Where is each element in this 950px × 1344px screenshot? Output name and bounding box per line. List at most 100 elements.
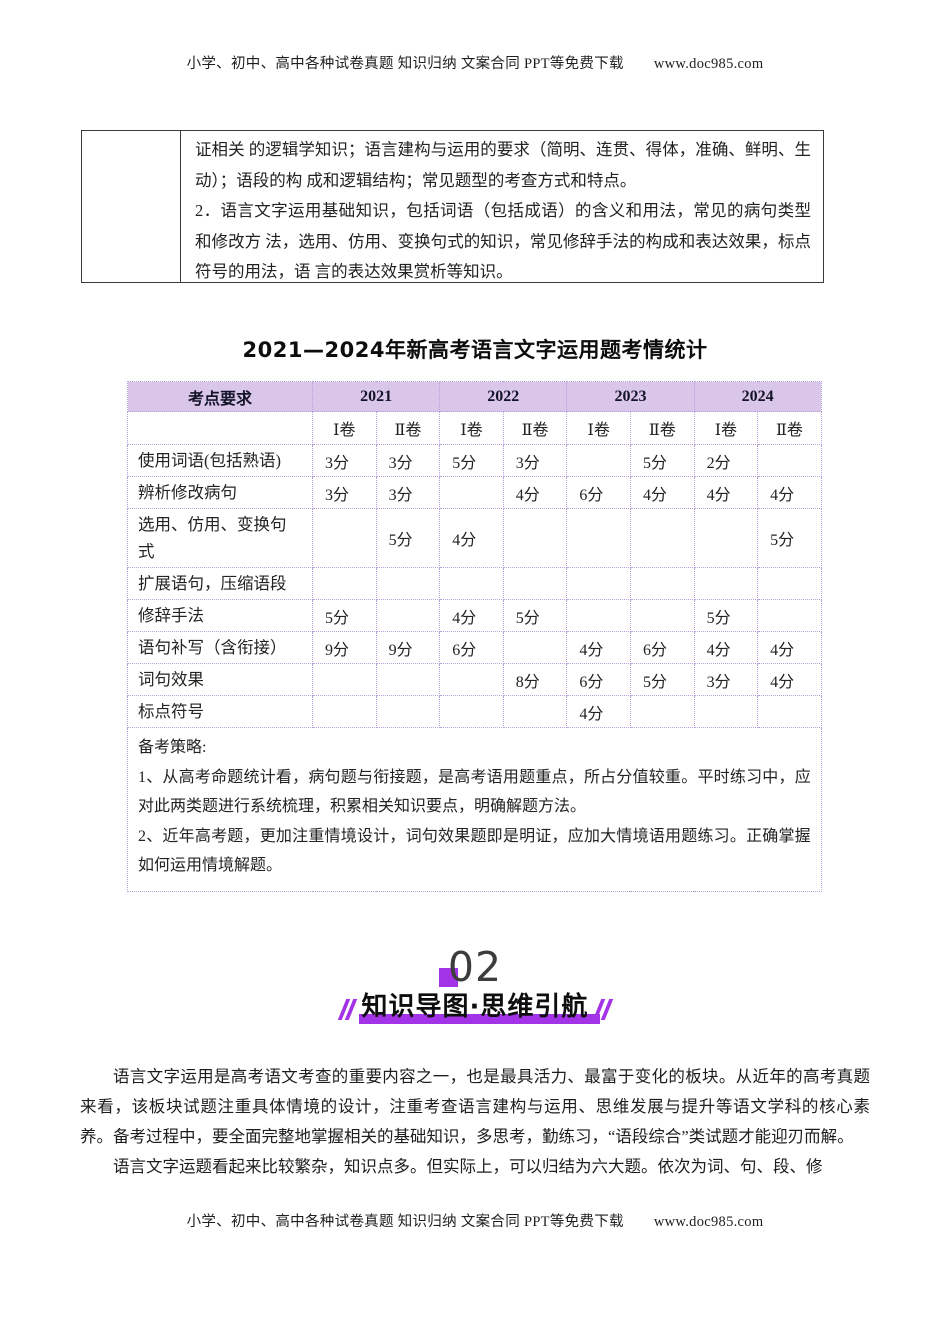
col-header-2022: 2022 xyxy=(439,381,568,412)
score-cell: 4分 xyxy=(693,476,759,509)
score-cell xyxy=(375,695,441,728)
score-cell xyxy=(757,599,822,632)
table-header-row: 考点要求 2021 2022 2023 2024 xyxy=(127,381,822,412)
score-cell xyxy=(502,631,568,664)
table-row: 使用词语(包括熟语) 3分 3分 5分 3分 5分 2分 xyxy=(127,444,822,477)
row-label-cell: 修辞手法 xyxy=(127,599,313,632)
score-cell: 5分 xyxy=(439,444,504,477)
score-cell: 5分 xyxy=(502,599,568,632)
score-cell: 5分 xyxy=(629,663,695,696)
purple-square-icon xyxy=(438,968,458,987)
strategy-row: 备考策略: 1、从高考命题统计看，病句题与衔接题，是高考语用题重点，所占分值较重… xyxy=(127,727,822,892)
score-cell: 5分 xyxy=(375,508,441,568)
table-row: 扩展语句，压缩语段 xyxy=(127,567,822,600)
score-cell: 4分 xyxy=(757,631,822,664)
score-cell: 4分 xyxy=(439,508,504,568)
double-slash-left-icon xyxy=(337,999,357,1020)
score-cell xyxy=(757,444,822,477)
table-row: 选用、仿用、变换句式 5分 4分 5分 xyxy=(127,508,822,568)
score-cell: 5分 xyxy=(629,444,695,477)
table-row: 语句补写（含衔接） 9分 9分 6分 4分 6分 4分 4分 xyxy=(127,631,822,664)
header-url: www.doc985.com xyxy=(653,56,764,72)
score-cell: 3分 xyxy=(502,444,568,477)
score-cell xyxy=(312,508,377,568)
body-text: 语言文字运用是高考语文考查的重要内容之一，也是最具活力、最富于变化的板块。从近年… xyxy=(80,1062,870,1182)
exam-stats-table: 考点要求 2021 2022 2023 2024 Ⅰ卷 Ⅱ卷 Ⅰ卷 Ⅱ卷 Ⅰ卷 Ⅱ卷 Ⅰ卷 Ⅱ… xyxy=(127,381,822,892)
strategy-cell: 备考策略: 1、从高考命题统计看，病句题与衔接题，是高考语用题重点，所占分值较重… xyxy=(127,727,822,892)
score-cell: 3分 xyxy=(375,476,441,509)
score-cell xyxy=(566,567,631,600)
score-cell xyxy=(439,695,504,728)
row-label-cell: 扩展语句，压缩语段 xyxy=(127,567,313,600)
subheader-cell: Ⅰ卷 xyxy=(312,411,377,445)
score-cell xyxy=(502,508,568,568)
score-cell xyxy=(375,567,441,600)
score-cell xyxy=(757,695,822,728)
row-label-cell: 标点符号 xyxy=(127,695,313,728)
score-cell: 9分 xyxy=(312,631,377,664)
page-header-watermark: 小学、初中、高中各种试卷真题 知识归纳 文案合同 PPT等免费下载 www.doc… xyxy=(0,52,950,73)
score-cell xyxy=(566,508,631,568)
score-cell: 4分 xyxy=(566,631,631,664)
strategy-item-1: 1、从高考命题统计看，病句题与衔接题，是高考语用题重点，所占分值较重。平时练习中… xyxy=(138,768,811,816)
subheader-cell: Ⅰ卷 xyxy=(439,411,504,445)
subheader-cell: Ⅰ卷 xyxy=(693,411,759,445)
score-cell: 3分 xyxy=(312,444,377,477)
section-banner: 知识导图·思维引航 xyxy=(0,992,950,1024)
fragment-paragraph-2: 2．语言文字运用基础知识，包括词语（包括成语）的含义和用法，常见的病句类型和修改… xyxy=(195,201,811,282)
score-cell xyxy=(566,599,631,632)
score-cell: 6分 xyxy=(566,476,631,509)
table-subheader-row: Ⅰ卷 Ⅱ卷 Ⅰ卷 Ⅱ卷 Ⅰ卷 Ⅱ卷 Ⅰ卷 Ⅱ卷 xyxy=(127,411,822,445)
score-cell: 3分 xyxy=(312,476,377,509)
banner-text-wrap: 知识导图·思维引航 xyxy=(358,992,601,1024)
col-header-2021: 2021 xyxy=(311,381,441,412)
fragment-text-cell: 证相关 的逻辑学知识；语言建构与运用的要求（简明、连贯、得体，准确、鲜明、生动）… xyxy=(181,131,823,282)
score-cell xyxy=(312,567,377,600)
score-cell: 4分 xyxy=(629,476,695,509)
score-cell: 6分 xyxy=(566,663,631,696)
strategy-title: 备考策略: xyxy=(138,739,207,756)
table-row: 标点符号 4分 xyxy=(127,695,822,728)
score-cell: 4分 xyxy=(693,631,759,664)
fragment-paragraph-1: 证相关 的逻辑学知识；语言建构与运用的要求（简明、连贯、得体，准确、鲜明、生动）… xyxy=(195,140,811,190)
score-cell: 5分 xyxy=(693,599,759,632)
score-cell xyxy=(757,567,822,600)
score-cell: 5分 xyxy=(757,508,822,568)
score-cell: 4分 xyxy=(757,663,822,696)
row-label-cell: 词句效果 xyxy=(127,663,313,696)
score-cell xyxy=(629,567,695,600)
score-cell: 3分 xyxy=(375,444,441,477)
table-row: 辨析修改病句 3分 3分 4分 6分 4分 4分 4分 xyxy=(127,476,822,509)
score-cell xyxy=(502,567,568,600)
subheader-cell: Ⅱ卷 xyxy=(629,411,695,445)
score-cell xyxy=(629,508,695,568)
score-cell: 8分 xyxy=(502,663,568,696)
score-cell xyxy=(312,695,377,728)
score-cell xyxy=(693,695,759,728)
stats-table-body: Ⅰ卷 Ⅱ卷 Ⅰ卷 Ⅱ卷 Ⅰ卷 Ⅱ卷 Ⅰ卷 Ⅱ卷 使用词语(包括熟语) 3分 3分 5分 3分 5分 2分 辨析… xyxy=(127,411,822,728)
score-cell xyxy=(693,508,759,568)
score-cell xyxy=(312,663,377,696)
score-cell: 4分 xyxy=(439,599,504,632)
score-cell: 5分 xyxy=(312,599,377,632)
footer-url: www.doc985.com xyxy=(653,1214,764,1230)
score-cell xyxy=(439,476,504,509)
score-cell xyxy=(629,599,695,632)
subheader-cell: Ⅱ卷 xyxy=(757,411,822,445)
row-label-cell: 语句补写（含衔接） xyxy=(127,631,313,664)
row-label-cell: 使用词语(包括熟语) xyxy=(127,444,313,477)
score-cell xyxy=(375,663,441,696)
col-header-2023: 2023 xyxy=(566,381,695,412)
body-paragraph-2: 语言文字运题看起来比较繁杂，知识点多。但实际上，可以归结为六大题。依次为词、句、… xyxy=(113,1157,823,1176)
section-02: 02 xyxy=(0,946,950,988)
score-cell: 2分 xyxy=(693,444,759,477)
banner-highlight-bar xyxy=(358,1014,601,1024)
score-cell xyxy=(629,695,695,728)
fragment-empty-cell xyxy=(82,131,181,282)
stats-table-title: 2021—2024年新高考语言文字运用题考情统计 xyxy=(242,338,708,362)
score-cell xyxy=(693,567,759,600)
score-cell xyxy=(566,444,631,477)
score-cell xyxy=(439,567,504,600)
section-number: 02 xyxy=(447,943,503,991)
